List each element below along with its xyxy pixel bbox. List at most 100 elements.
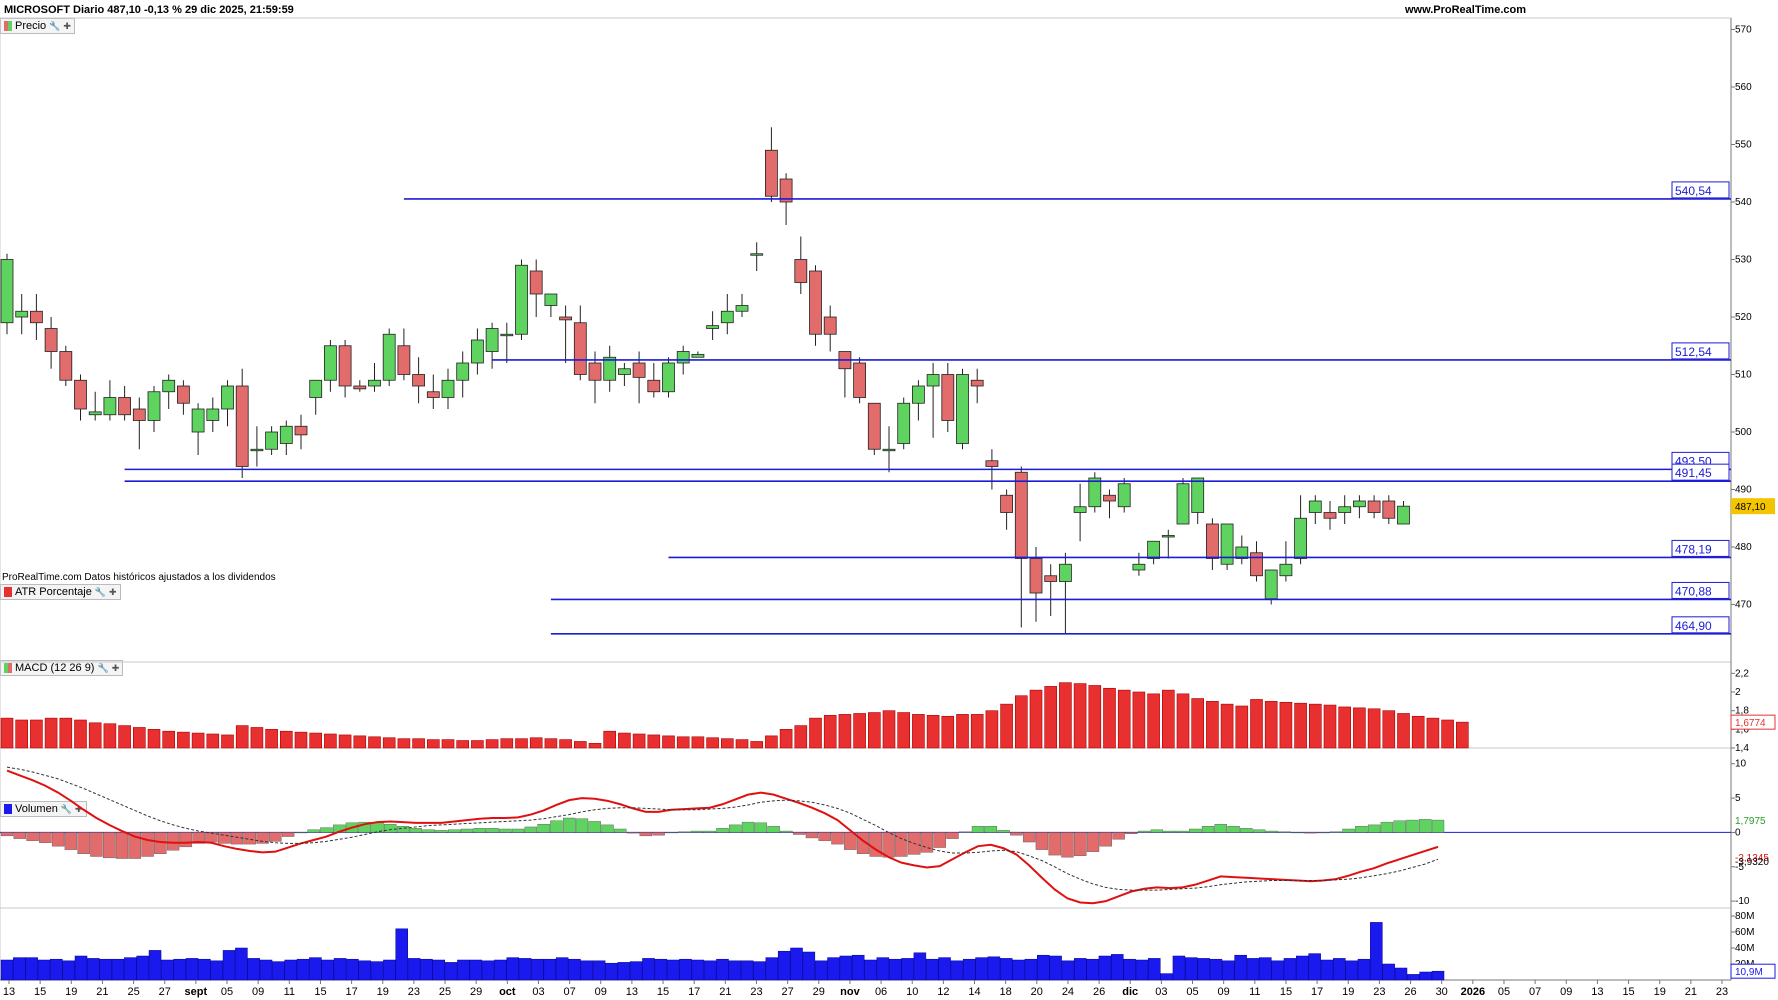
volume-bar [148,950,162,981]
candle-up [368,379,381,387]
volume-bar [1419,971,1432,981]
candle-up [1088,477,1102,508]
volume-bar [790,947,803,981]
atr-bar [794,725,808,749]
atr-bar [265,729,278,749]
plus-icon[interactable]: ✚ [75,804,83,814]
candle-up [750,253,764,256]
wrench-icon[interactable]: 🔧 [60,804,73,814]
volume-bar [284,959,297,981]
x-tick-label: 05 [221,986,233,998]
volume-bar [494,959,507,981]
atr-bar [897,712,911,749]
atr-tick-label: 2,2 [1735,668,1749,679]
x-tick-label: 07 [563,986,575,998]
volume-bar [629,961,643,981]
atr-bar [1162,689,1175,749]
macd-panel-label[interactable]: MACD (12 26 9) 🔧 ✚ [0,660,124,676]
volume-bar [901,958,914,981]
candle-down [809,270,822,335]
x-tick-label: 27 [782,986,794,998]
volume-bar [469,959,483,981]
atr-tick-label: 1,8 [1735,706,1749,717]
volume-bar [1148,958,1161,981]
atr-bar [1220,703,1234,749]
macd-hist-down [281,832,295,837]
volume-bar [555,957,569,981]
volume-bar [161,959,174,981]
candle-down [338,345,352,387]
volume-legend-icon [4,804,12,814]
plus-icon[interactable]: ✚ [63,21,71,31]
volume-tick-label: 60M [1735,927,1754,938]
macd-hist-up [1265,830,1279,833]
price-tick-label: 480 [1735,542,1752,553]
wrench-icon[interactable]: 🔧 [97,663,109,673]
atr-bar [1073,683,1087,749]
level-label: 540,54 [1675,184,1712,198]
level-label-box [1671,616,1730,634]
atr-tick-label: 1,4 [1735,743,1749,754]
atr-legend-icon [4,587,12,597]
x-tick-label: 17 [1311,986,1323,998]
x-tick-label: 11 [284,986,295,998]
wrench-icon[interactable]: 🔧 [49,21,61,31]
volume-bar [1271,960,1284,981]
volume-bar [50,958,63,981]
x-tick-label: 23 [1373,986,1385,998]
plus-icon[interactable]: ✚ [111,663,120,673]
candle-down [647,379,661,393]
atr-panel-label[interactable]: ATR Porcentaje 🔧 ✚ [0,584,121,600]
volume-bar [999,958,1013,981]
atr-bar [1000,703,1013,749]
wrench-icon[interactable]: 🔧 [94,587,107,597]
atr-bar [250,727,264,749]
volume-bar [1135,959,1149,981]
candle-down [1103,494,1116,502]
atr-bar [147,729,161,749]
candle-down [1206,523,1219,559]
x-tick-label: 03 [1155,986,1167,998]
candle-down [353,385,367,390]
atr-bar [15,719,28,749]
atr-bar [1014,695,1028,749]
candle-up [221,385,234,410]
atr-bar [500,738,514,749]
volume-bar [716,958,729,981]
plus-icon[interactable]: ✚ [109,587,117,597]
macd-hist-up [358,821,371,833]
atr-bar [970,714,984,749]
x-tick-label: 20 [1031,986,1043,998]
candle-up [676,351,690,364]
atr-bar [294,731,308,749]
atr-bar [706,737,719,749]
x-tick-label: 15 [657,986,669,998]
candle-down [74,379,87,410]
candle-up [0,259,14,324]
volume-bar [222,950,236,981]
volume-bar [1382,963,1395,981]
volume-panel-label[interactable]: Volumen 🔧 ✚ [0,801,87,817]
atr-bar [471,740,484,749]
x-tick-label: dic [1122,986,1138,998]
volume-bar [543,958,557,981]
site-url[interactable]: www.ProRealTime.com [1404,4,1526,16]
macd-hist-up [1176,830,1189,833]
volume-bar [74,955,88,981]
candle-up [382,333,396,381]
volume-bar [37,959,51,981]
atr-bar [133,727,146,749]
atr-bar [618,732,631,749]
volume-bar [753,961,766,981]
candle-up [309,379,323,398]
volume-bar [1407,974,1420,981]
atr-bar [485,739,499,749]
macd-hist-up [1342,828,1355,833]
atr-bar [1044,686,1057,749]
candle-down [632,362,646,378]
volume-bar [913,952,927,981]
candle-down [588,362,602,381]
candle-up [470,339,484,364]
macd-hist-down [933,832,946,848]
